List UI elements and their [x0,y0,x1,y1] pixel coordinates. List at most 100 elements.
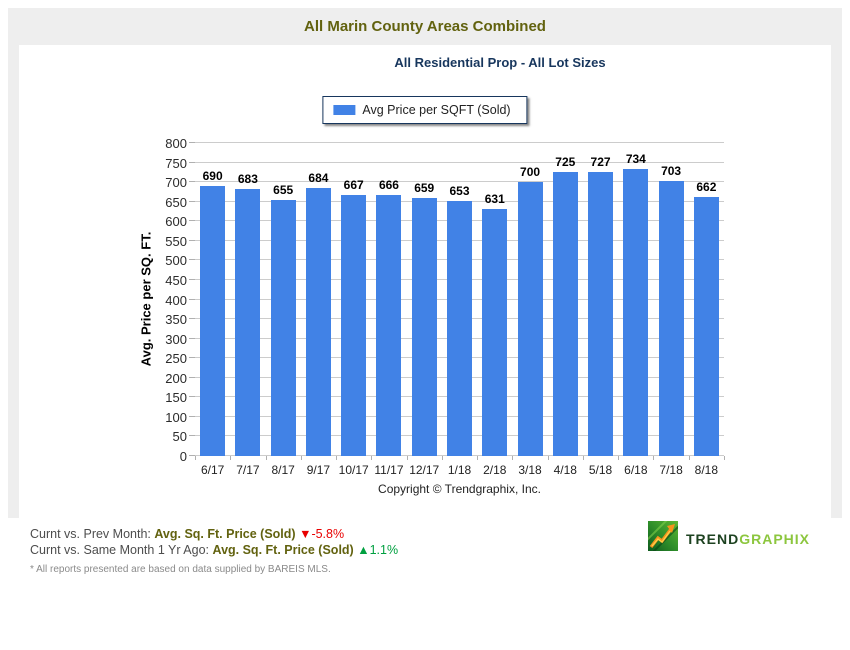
bar-3/18 [517,182,543,456]
y-axis-tick [189,142,195,143]
y-axis-tick [189,200,195,202]
x-axis-tick [195,456,196,460]
y-axis-tick [189,396,195,398]
y-axis-label: 400 [165,292,187,308]
y-axis-tick [189,278,195,280]
y-axis-label: 650 [165,194,187,210]
x-axis-tick [547,456,549,460]
bar-value-label: 662 [696,180,717,194]
y-axis-tick [189,298,195,300]
x-axis-tick [512,456,514,460]
copyright-note: Copyright © Trendgraphix, Inc. [378,482,541,496]
legend-label: Avg Price per SQFT (Sold) [362,103,511,117]
trendgraphix-logo-icon [643,516,683,556]
y-axis-label: 0 [179,449,187,464]
bar-5/18 [588,171,614,456]
stat-value: -5.8% [311,527,345,541]
bar-value-label: 659 [414,181,435,196]
x-axis-label: 1/18 [447,463,472,477]
bar-value-label: 631 [484,192,505,207]
gridline [195,181,724,183]
x-axis-label: 7/17 [236,463,260,477]
x-axis-label: 6/17 [200,463,225,477]
bar-6/18 [623,168,649,456]
x-axis-tick [265,456,267,460]
y-axis-tick [189,318,195,320]
y-axis-label: 600 [165,214,187,230]
bar-value-label: 690 [202,169,223,184]
logo-text: TRENDGRAPHIX [685,530,810,547]
bar-8/18 [693,197,719,456]
trendgraphix-logo: TRENDGRAPHIX [643,516,810,556]
y-axis-label: 250 [165,351,187,367]
x-axis-label: 8/18 [694,463,719,477]
legend: Avg Price per SQFT (Sold) [322,96,528,124]
plot-area: 0 50 100 150 200 250 300 350 400 450 500 550 600 650 7… [165,136,725,477]
bar-12/17 [411,198,437,456]
x-axis-tick [688,456,690,460]
y-axis-label: 750 [165,155,187,171]
x-axis-label: 11/17 [374,463,404,477]
bar-10/17 [341,195,367,456]
x-axis-label: 7/18 [659,463,683,477]
down-arrow-icon: ▼ [299,527,312,541]
bar-8/17 [270,199,296,456]
y-axis-label: 800 [165,136,187,151]
y-axis-label: 350 [165,312,187,328]
bar-value-label: 653 [449,183,470,198]
footer: Curnt vs. Prev Month: Avg. Sq. Ft. Price… [8,516,842,588]
y-axis-label: 550 [165,233,187,249]
y-axis-tick [189,161,195,163]
stat-metric: Avg. Sq. Ft. Price (Sold) [154,527,300,541]
x-axis-label: 12/17 [409,463,440,477]
x-axis-tick [300,456,302,460]
bar-6/17 [200,186,226,456]
y-axis-tick [189,337,195,339]
y-axis-tick [189,259,195,261]
disclaimer: * All reports presented are based on dat… [30,564,331,575]
x-axis-tick [724,456,725,460]
bar-11/17 [376,195,402,456]
y-axis-label: 200 [165,370,187,386]
report-container: All Marin County Areas Combined All Resi… [8,8,842,518]
y-axis-label: 300 [165,331,187,347]
x-axis-label: 5/18 [588,463,613,477]
x-axis-label: 8/17 [271,463,295,477]
x-axis-tick [477,456,479,460]
bar-value-label: 655 [273,182,294,197]
bar-value-label: 727 [590,154,611,169]
x-axis-label: 3/18 [518,463,542,477]
x-axis-label: 2/18 [483,463,507,477]
y-axis-tick [189,376,195,378]
y-axis-label: 700 [165,175,187,191]
x-axis-tick [406,456,408,460]
bar-value-label: 667 [343,178,364,193]
y-axis-tick [189,415,195,417]
y-axis-tick [189,181,195,183]
gridline [195,142,724,143]
y-axis-label: 150 [165,390,187,406]
bar-value-label: 684 [308,171,329,186]
x-axis-tick [582,456,584,460]
stat-value: 1.1% [369,543,399,557]
legend-swatch-icon [333,105,356,115]
x-axis-tick [618,456,620,460]
chart-subtitle: All Residential Prop - All Lot Sizes [394,55,606,70]
stat-metric: Avg. Sq. Ft. Price (Sold) [212,543,358,557]
stat-label: Curnt vs. Prev Month: [30,527,155,541]
x-axis-label: 9/17 [306,463,331,477]
bar-value-label: 683 [237,171,258,186]
page-title: All Marin County Areas Combined [304,18,546,35]
bar-2/18 [482,209,508,456]
bar-7/17 [235,188,261,456]
bar-1/18 [447,200,472,456]
y-axis-label: 500 [165,253,187,269]
y-axis-tick [189,455,195,456]
chart-panel: All Residential Prop - All Lot Sizes Avg… [19,45,831,518]
y-axis-tick [189,435,195,437]
bar-value-label: 703 [661,163,682,178]
stat-row-prev-month: Curnt vs. Prev Month: Avg. Sq. Ft. Price… [30,526,344,542]
x-axis-label: 4/18 [553,463,577,477]
y-axis-label: 100 [165,409,187,425]
